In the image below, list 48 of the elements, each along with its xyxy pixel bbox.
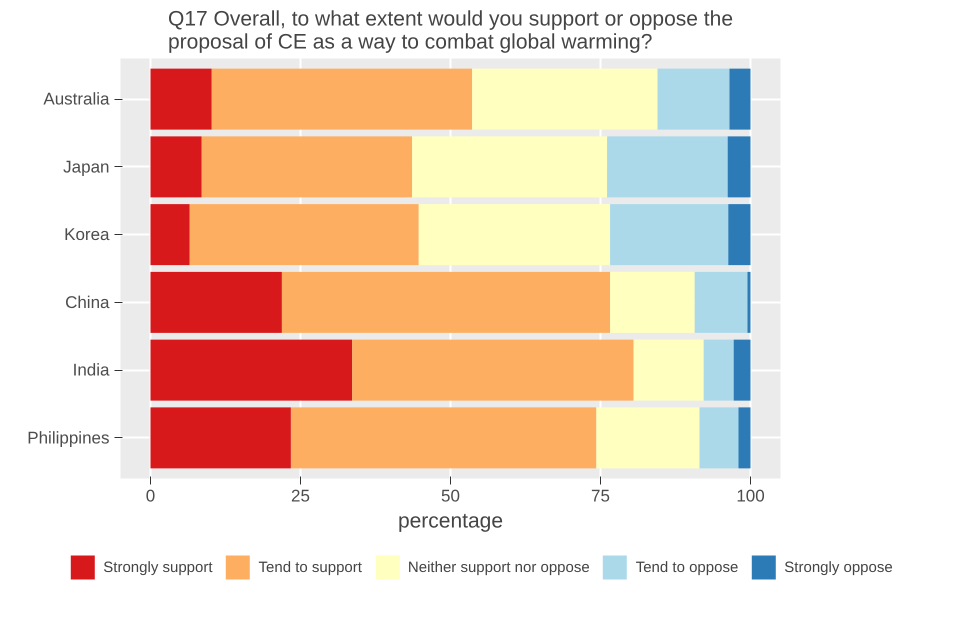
y-tick-label: India: [72, 360, 110, 380]
bar: [150, 272, 282, 333]
bar: [412, 136, 608, 198]
bar: [472, 68, 658, 130]
bar: [700, 407, 738, 468]
x-tick-label: 100: [736, 486, 765, 506]
bar: [212, 68, 472, 130]
x-tick-label: 75: [591, 486, 610, 506]
bar: [694, 272, 748, 333]
bar: [634, 340, 704, 401]
bar: [596, 407, 700, 468]
bar: [610, 272, 695, 333]
y-tick-label: Japan: [63, 157, 110, 176]
bar: [728, 204, 750, 266]
bar: [610, 204, 728, 266]
x-tick-label: 50: [441, 486, 460, 506]
bar: [150, 407, 291, 468]
bar: [190, 204, 419, 266]
legend-label: Neither support nor oppose: [408, 558, 590, 576]
legend-label: Tend to support: [258, 558, 362, 576]
bar: [150, 204, 190, 266]
bar: [352, 340, 634, 401]
bar: [290, 407, 596, 468]
bar: [150, 136, 202, 198]
bar: [734, 340, 750, 401]
bar: [418, 204, 610, 266]
y-tick-label: Korea: [64, 225, 110, 244]
bar: [607, 136, 728, 198]
legend-label: Tend to oppose: [636, 558, 738, 576]
legend-label: Strongly oppose: [784, 558, 893, 576]
chart-title: Q17 Overall, to what extent would you support or oppose the proposal of CE as a way to combat global warming?: [168, 8, 734, 54]
bar: [738, 407, 750, 468]
bar: [150, 68, 212, 130]
bar: [150, 340, 352, 401]
bar: [748, 272, 750, 333]
bar: [728, 136, 750, 198]
bar: [730, 68, 750, 130]
y-tick-label: China: [65, 292, 110, 312]
bar: [658, 68, 730, 130]
bar: [704, 340, 734, 401]
x-tick-label: 0: [146, 486, 156, 506]
x-axis-title: percentage: [398, 510, 504, 532]
legend-label: Strongly support: [103, 558, 213, 576]
bar: [202, 136, 412, 198]
y-tick-label: Australia: [43, 90, 110, 109]
bar: [282, 272, 610, 333]
y-tick-label: Philippines: [27, 428, 110, 448]
x-tick-label: 25: [291, 486, 310, 506]
